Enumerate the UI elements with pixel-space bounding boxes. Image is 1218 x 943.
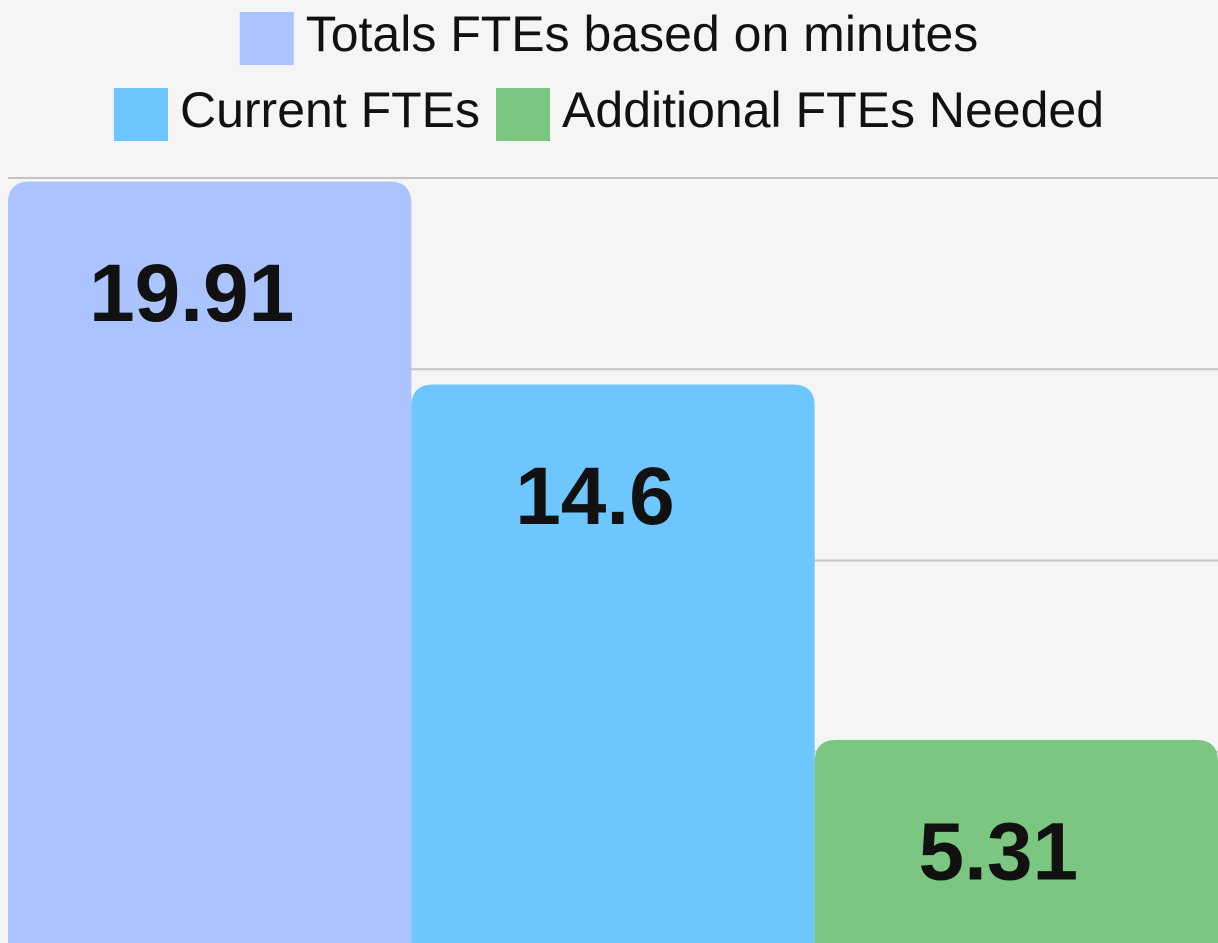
legend-label: Additional FTEs Needed <box>562 82 1104 138</box>
legend-label: Totals FTEs based on minutes <box>306 6 979 62</box>
bar <box>814 739 1218 943</box>
value-label: 19.91 <box>89 248 294 339</box>
bar <box>8 181 412 943</box>
value-label: 14.6 <box>515 451 675 542</box>
legend-swatch <box>113 88 168 141</box>
bar <box>411 384 815 943</box>
legend-swatch <box>239 12 294 65</box>
legend-label: Current FTEs <box>180 82 480 138</box>
value-label: 5.31 <box>919 807 1079 898</box>
legend-swatch <box>496 88 551 141</box>
